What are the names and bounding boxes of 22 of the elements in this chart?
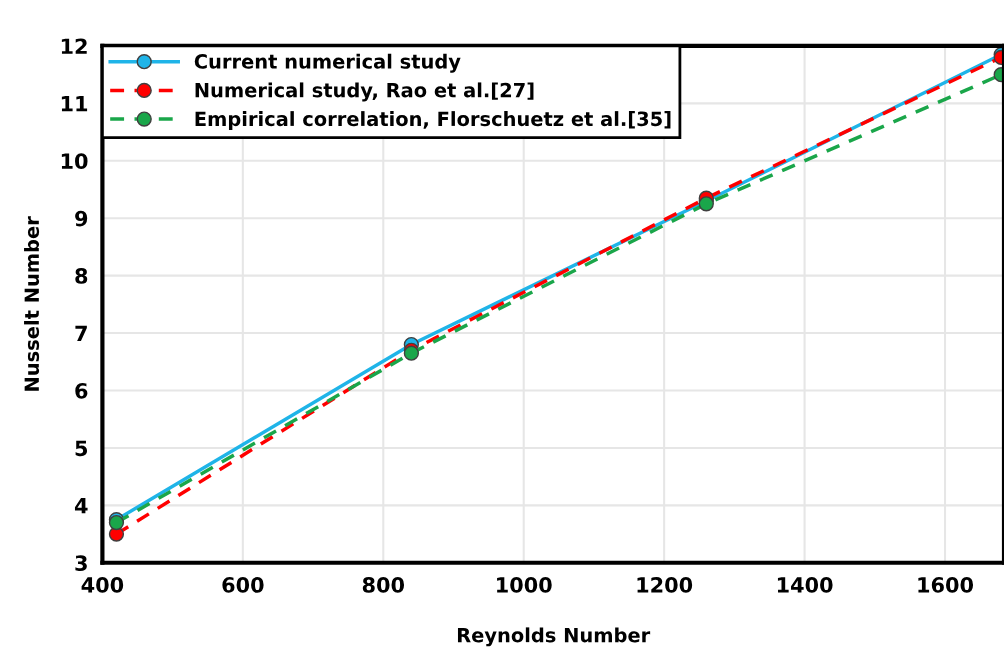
x-tick-label: 400 [81, 577, 124, 593]
legend-label: Empirical correlation, Florschuetz et al.[35] [195, 111, 671, 130]
legend-label: Numerical study, Rao et al.[27] [195, 82, 534, 102]
y-tick-label: 11 [61, 96, 88, 112]
y-tick-label: 12 [61, 38, 87, 54]
x-tick-label: 800 [362, 577, 405, 593]
y-tick-label: 9 [75, 210, 88, 227]
x-tick-label: 600 [222, 577, 264, 593]
y-tick-label: 3 [75, 555, 87, 571]
x-tick-label: 1400 [777, 577, 833, 593]
y-tick-label: 5 [75, 440, 88, 457]
y-tick-label: 10 [61, 153, 88, 170]
legend-label: Current numerical study [194, 53, 461, 73]
y-tick-label: 7 [75, 325, 87, 341]
y-tick-label: 8 [75, 268, 88, 284]
y-tick-label: 4 [74, 498, 88, 514]
y-tick-label: 6 [75, 382, 88, 399]
x-axis-title: Reynolds Number [457, 627, 651, 647]
x-tick-label: 1600 [918, 577, 974, 593]
x-tick-label: 1200 [637, 577, 693, 593]
y-axis-title: Nusselt Number [24, 216, 40, 391]
x-tick-label: 1000 [497, 577, 552, 593]
